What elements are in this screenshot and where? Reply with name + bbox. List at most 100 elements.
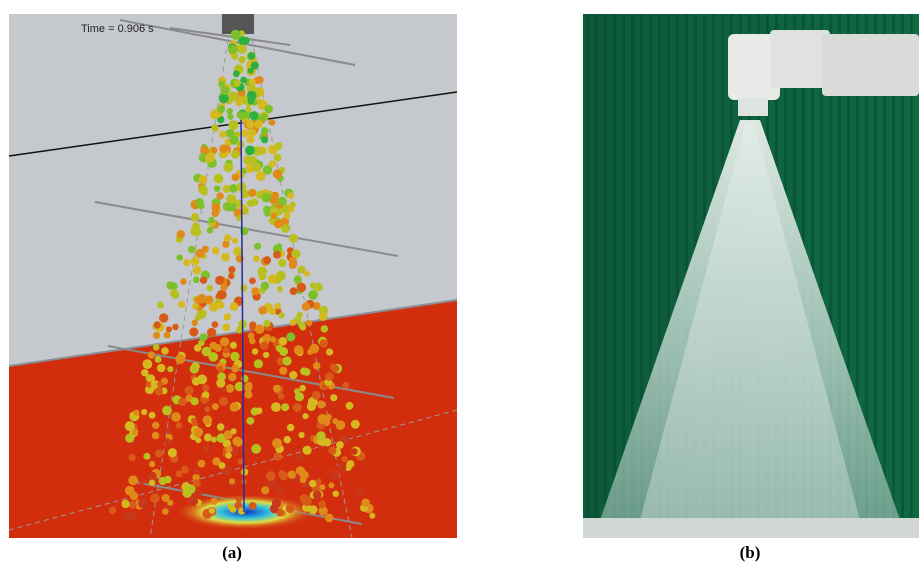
droplet — [332, 418, 339, 425]
droplet — [216, 433, 226, 443]
droplet — [181, 465, 189, 474]
droplet — [229, 184, 238, 193]
droplet — [317, 414, 328, 424]
stripe — [658, 14, 661, 538]
droplet — [203, 433, 212, 442]
droplet — [228, 266, 236, 274]
droplet — [200, 146, 210, 156]
droplet — [302, 413, 309, 420]
droplet — [215, 275, 225, 285]
droplet — [162, 508, 169, 515]
droplet — [198, 185, 208, 195]
droplet — [287, 470, 296, 479]
droplet — [121, 499, 130, 509]
droplet — [242, 36, 250, 45]
droplet — [193, 227, 202, 237]
droplet — [286, 332, 296, 342]
droplet — [289, 371, 298, 380]
droplet — [161, 494, 170, 502]
droplet — [326, 348, 334, 356]
droplet — [229, 402, 239, 412]
droplet — [277, 286, 284, 292]
droplet — [225, 452, 232, 459]
droplet — [201, 346, 212, 357]
droplet — [302, 445, 312, 455]
droplet — [189, 327, 199, 337]
droplet — [159, 313, 169, 323]
droplet — [192, 303, 199, 310]
droplet — [257, 266, 268, 277]
droplet — [237, 111, 247, 120]
stripe — [604, 14, 607, 538]
droplet — [258, 306, 267, 315]
droplet — [268, 160, 276, 168]
droplet — [283, 212, 291, 220]
droplet — [325, 372, 334, 381]
droplet — [221, 252, 230, 262]
droplet — [312, 302, 321, 310]
droplet — [230, 29, 241, 40]
droplet — [175, 354, 186, 364]
droplet — [305, 319, 313, 327]
droplet — [270, 212, 277, 219]
droplet — [175, 470, 183, 478]
stripe — [856, 14, 859, 538]
droplet — [180, 278, 187, 285]
droplet — [153, 321, 161, 329]
droplet — [282, 356, 292, 366]
droplet — [171, 412, 181, 422]
droplet — [293, 275, 302, 284]
droplet — [296, 282, 307, 293]
droplet — [108, 506, 117, 515]
droplet — [324, 513, 334, 523]
stripe — [874, 14, 877, 538]
droplet — [226, 107, 233, 115]
stripe — [883, 14, 886, 538]
droplet — [329, 469, 340, 480]
droplet — [281, 204, 292, 214]
stripe — [892, 14, 895, 538]
droplet — [190, 397, 199, 406]
stripe — [901, 14, 904, 538]
droplet — [246, 90, 257, 101]
droplet — [249, 111, 259, 121]
droplet — [235, 99, 243, 107]
droplet — [224, 234, 232, 242]
droplet — [271, 402, 281, 412]
droplet — [289, 233, 299, 243]
droplet — [272, 438, 282, 449]
droplet — [263, 205, 271, 214]
droplet — [262, 334, 272, 343]
droplet — [337, 462, 347, 472]
droplet — [264, 104, 273, 114]
droplet — [189, 364, 199, 374]
droplet — [167, 448, 177, 458]
droplet — [212, 246, 220, 255]
droplet — [216, 423, 225, 431]
droplet — [213, 173, 224, 184]
droplet — [309, 343, 320, 354]
droplet — [279, 471, 288, 481]
droplet — [192, 473, 200, 482]
droplet — [219, 130, 227, 138]
droplet — [219, 144, 228, 153]
droplet — [220, 337, 230, 347]
droplet — [263, 319, 271, 328]
droplet — [312, 362, 321, 370]
droplet — [342, 381, 350, 389]
droplet — [141, 409, 148, 416]
droplet — [246, 120, 255, 129]
droplet — [240, 468, 249, 476]
droplet — [216, 378, 226, 388]
droplet — [283, 435, 291, 444]
stripe — [910, 14, 913, 538]
droplet — [246, 417, 255, 425]
droplet — [217, 105, 225, 114]
droplet — [291, 249, 301, 259]
droplet — [128, 510, 138, 520]
droplet — [300, 367, 308, 376]
droplet — [318, 506, 328, 516]
droplet — [201, 391, 210, 399]
droplet — [298, 321, 306, 329]
